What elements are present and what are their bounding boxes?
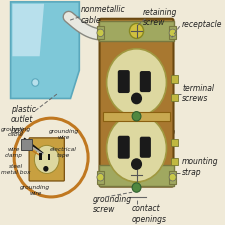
Text: grounding
wire: grounding wire <box>20 185 50 196</box>
Bar <box>99 165 174 186</box>
Text: mounting
strap: mounting strap <box>181 157 218 177</box>
FancyBboxPatch shape <box>29 138 64 181</box>
Text: retaining
screw: retaining screw <box>143 7 177 27</box>
Text: nonmetallic
cable: nonmetallic cable <box>81 5 126 25</box>
FancyBboxPatch shape <box>99 19 173 187</box>
Text: electrical
tape: electrical tape <box>50 147 77 158</box>
Bar <box>48 154 50 160</box>
Bar <box>97 171 104 184</box>
Bar <box>169 26 176 39</box>
Circle shape <box>130 168 144 183</box>
Polygon shape <box>11 2 79 99</box>
Text: contact
openings: contact openings <box>132 205 167 224</box>
Bar <box>103 112 170 121</box>
Circle shape <box>32 79 39 86</box>
Circle shape <box>169 29 176 37</box>
Bar <box>171 158 178 165</box>
Circle shape <box>132 93 141 104</box>
FancyBboxPatch shape <box>140 72 150 91</box>
Polygon shape <box>12 4 44 56</box>
Bar <box>99 21 174 41</box>
Bar <box>171 139 178 146</box>
Bar <box>169 171 176 184</box>
Circle shape <box>130 23 144 38</box>
Circle shape <box>97 29 104 37</box>
Text: grounding
cable: grounding cable <box>1 127 31 137</box>
Ellipse shape <box>107 114 166 182</box>
Bar <box>171 75 178 83</box>
Circle shape <box>43 166 48 172</box>
Circle shape <box>132 159 141 169</box>
Circle shape <box>14 118 88 197</box>
Bar <box>21 139 32 150</box>
Text: terminal
screws: terminal screws <box>182 84 214 104</box>
Text: receptacle: receptacle <box>181 20 222 29</box>
Circle shape <box>97 173 104 181</box>
Text: plastic
outlet
box: plastic outlet box <box>11 105 36 135</box>
Ellipse shape <box>107 49 166 116</box>
Bar <box>39 153 42 160</box>
Text: steel
metal box: steel metal box <box>1 164 31 175</box>
FancyBboxPatch shape <box>140 137 150 157</box>
Text: wire
clamp: wire clamp <box>5 147 23 158</box>
Circle shape <box>132 112 141 121</box>
Circle shape <box>132 183 141 192</box>
Bar <box>97 26 104 39</box>
Circle shape <box>169 173 176 181</box>
Bar <box>171 94 178 101</box>
Text: grounding
screw: grounding screw <box>92 195 132 214</box>
Ellipse shape <box>34 145 59 173</box>
Text: grounding
wire: grounding wire <box>48 129 79 140</box>
FancyBboxPatch shape <box>119 71 129 92</box>
FancyBboxPatch shape <box>119 136 129 158</box>
